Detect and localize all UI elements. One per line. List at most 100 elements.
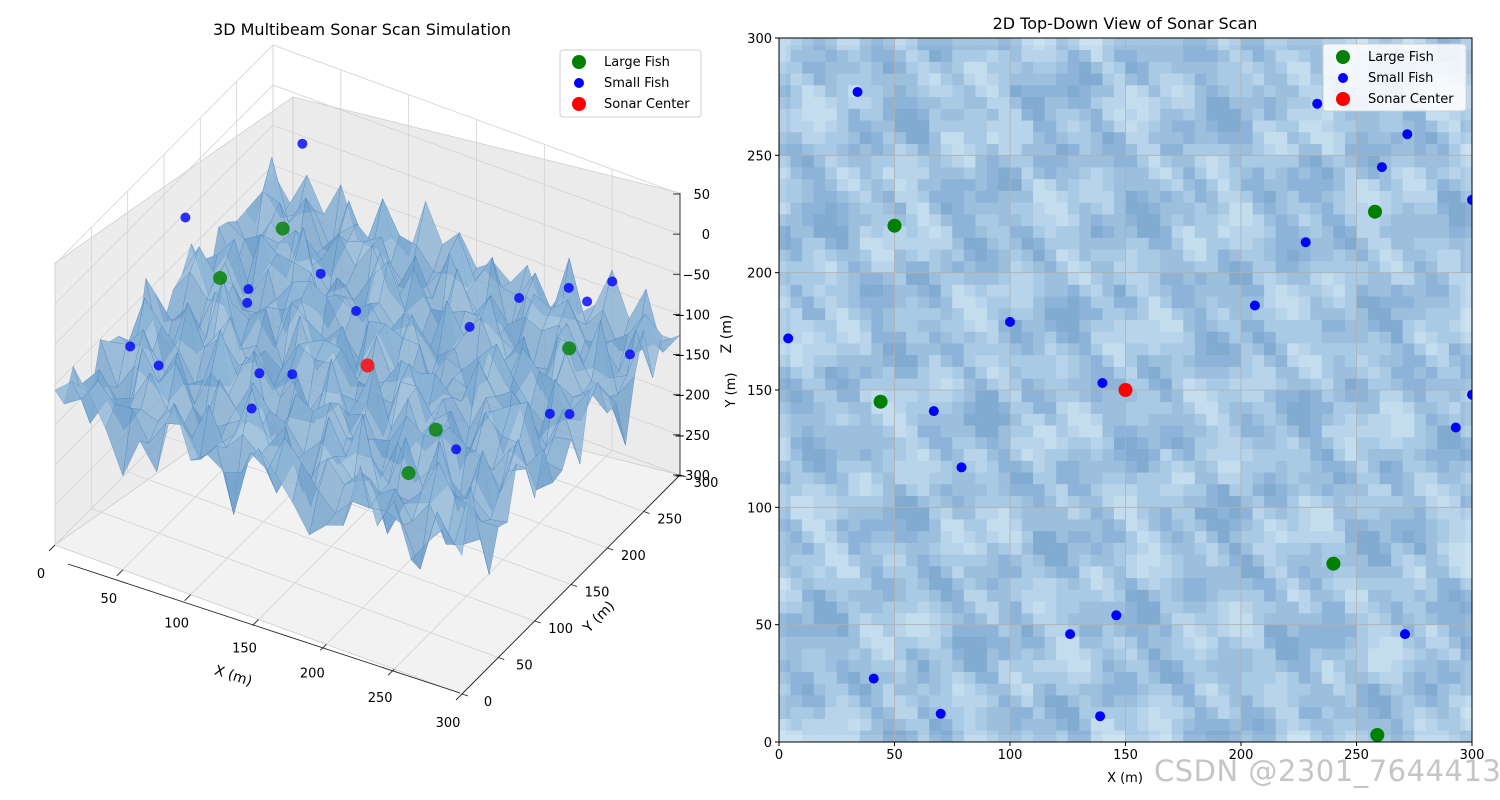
- contour-cell: [1333, 378, 1346, 391]
- contour-cell: [975, 84, 988, 98]
- contour-cell: [1368, 307, 1380, 320]
- contour-cell: [1033, 155, 1046, 168]
- contour-cell: [1344, 636, 1357, 649]
- contour-cell: [917, 448, 930, 461]
- contour-cell: [1333, 542, 1346, 555]
- contour-cell: [1194, 448, 1207, 461]
- contour-cell: [1056, 648, 1069, 661]
- contour-cell: [802, 483, 815, 496]
- legend-3d: Large Fish Small Fish Sonar Center: [559, 49, 702, 118]
- small-fish-point-3d: [242, 297, 253, 308]
- contour-cell: [779, 96, 791, 109]
- contour-cell: [1113, 272, 1126, 285]
- contour-cell: [813, 718, 826, 731]
- contour-cell: [1287, 648, 1300, 661]
- contour-cell: [825, 706, 838, 719]
- contour-cell: [779, 84, 791, 98]
- contour-cell: [882, 155, 895, 168]
- contour-cell: [906, 577, 918, 590]
- contour-cell: [1010, 566, 1022, 579]
- contour-cell: [986, 413, 999, 426]
- contour-cell: [1056, 730, 1069, 742]
- contour-cell: [1079, 612, 1092, 626]
- contour-cell: [1298, 307, 1311, 320]
- contour-cell: [952, 272, 965, 285]
- contour-cell: [1160, 495, 1173, 508]
- contour-cell: [1333, 589, 1346, 602]
- contour-cell: [1264, 190, 1277, 203]
- contour-cell: [1252, 718, 1265, 731]
- contour-cell: [1206, 472, 1219, 485]
- contour-cell: [848, 542, 861, 555]
- contour-cell: [986, 472, 999, 485]
- contour-cell: [917, 296, 930, 309]
- contour-cell: [1079, 84, 1092, 98]
- large-fish-point-2d: [1368, 204, 1382, 219]
- contour-cell: [975, 214, 988, 227]
- contour-cell: [998, 448, 1011, 461]
- contour-cell: [1044, 460, 1057, 473]
- contour-cell: [963, 530, 976, 543]
- contour-cell: [859, 671, 872, 684]
- contour-cell: [825, 343, 838, 356]
- contour-cell: [1033, 601, 1046, 614]
- contour-cell: [1333, 612, 1346, 626]
- contour-cell: [963, 413, 976, 426]
- contour-cell: [825, 202, 838, 215]
- contour-cell: [986, 354, 999, 367]
- contour-cell: [1275, 566, 1288, 579]
- contour-cell: [963, 366, 976, 379]
- contour-cell: [894, 354, 907, 367]
- contour-cell: [1033, 214, 1046, 227]
- contour-cell: [1241, 225, 1253, 238]
- contour-cell: [906, 61, 918, 74]
- contour-cell: [929, 624, 942, 637]
- contour-cell: [1171, 131, 1184, 144]
- contour-cell: [894, 155, 907, 168]
- contour-cell: [929, 706, 942, 719]
- contour-cell: [1264, 706, 1277, 719]
- contour-cell: [1460, 155, 1472, 168]
- contour-cell: [882, 167, 895, 180]
- contour-cell: [1113, 519, 1126, 532]
- contour-cell: [1321, 706, 1334, 719]
- x-tick-3d: [387, 668, 395, 676]
- contour-cell: [790, 460, 803, 473]
- contour-cell: [906, 108, 918, 121]
- contour-cell: [906, 425, 918, 438]
- contour-cell: [929, 695, 942, 708]
- contour-cell: [1102, 272, 1115, 285]
- contour-cell: [1183, 519, 1196, 532]
- contour-cell: [1460, 601, 1472, 614]
- contour-cell: [1310, 472, 1323, 485]
- contour-cell: [882, 554, 895, 567]
- contour-cell: [1252, 202, 1265, 215]
- contour-cell: [1079, 343, 1092, 356]
- contour-cell: [1183, 472, 1196, 485]
- contour-cell: [859, 167, 872, 180]
- contour-cell: [1067, 695, 1080, 708]
- contour-cell: [1391, 131, 1404, 144]
- contour-cell: [1460, 319, 1472, 332]
- y-tick-3d: [643, 511, 650, 514]
- contour-cell: [1229, 718, 1242, 731]
- contour-cell: [1264, 237, 1277, 250]
- contour-cell: [1021, 190, 1034, 203]
- contour-cell: [859, 202, 872, 215]
- contour-cell: [1079, 519, 1092, 532]
- contour-cell: [1160, 601, 1173, 614]
- contour-cell: [1252, 448, 1265, 461]
- contour-cell: [1206, 706, 1219, 719]
- contour-cell: [871, 237, 884, 250]
- contour-cell: [940, 519, 953, 532]
- contour-cell: [1229, 519, 1242, 532]
- contour-cell: [940, 612, 953, 626]
- contour-cell: [975, 38, 988, 51]
- contour-cell: [952, 436, 965, 450]
- contour-cell: [1183, 167, 1196, 180]
- contour-cell: [1137, 272, 1149, 285]
- contour-cell: [1241, 577, 1253, 590]
- contour-cell: [1448, 483, 1461, 496]
- contour-cell: [894, 612, 907, 626]
- contour-cell: [848, 249, 861, 262]
